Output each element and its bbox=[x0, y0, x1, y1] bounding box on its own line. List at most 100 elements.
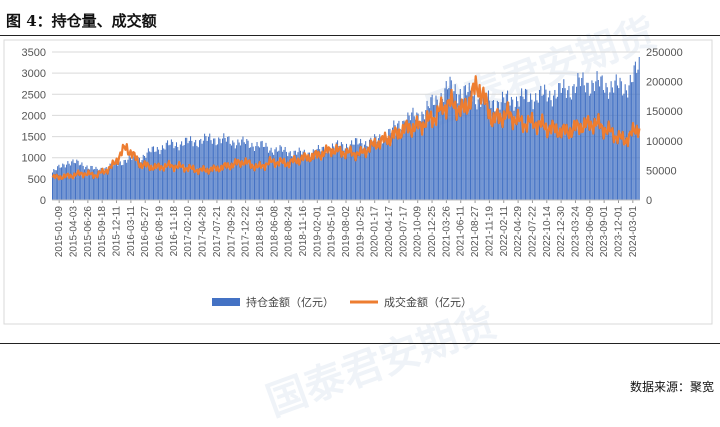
bar bbox=[545, 89, 547, 200]
bar bbox=[418, 123, 420, 200]
x-tick-label: 2022-04-29 bbox=[513, 206, 524, 258]
chart-frame bbox=[3, 39, 713, 325]
bar bbox=[384, 134, 386, 200]
bar bbox=[261, 140, 263, 200]
bar bbox=[554, 89, 556, 200]
bar bbox=[452, 93, 454, 200]
bar bbox=[366, 145, 368, 200]
bar bbox=[408, 115, 410, 200]
x-tick-label: 2019-05-10 bbox=[327, 206, 338, 258]
x-tick-label: 2024-03-01 bbox=[628, 206, 639, 258]
x-tick-label: 2017-07-21 bbox=[212, 206, 223, 258]
x-tick-label: 2023-06-09 bbox=[585, 206, 596, 258]
bar bbox=[454, 84, 456, 200]
x-tick-label: 2020-04-17 bbox=[384, 206, 395, 258]
bar bbox=[278, 150, 280, 200]
bar bbox=[335, 142, 337, 200]
bar bbox=[62, 163, 64, 200]
bar bbox=[509, 105, 511, 200]
x-tick-label: 2016-03-11 bbox=[126, 206, 137, 257]
bar bbox=[436, 99, 438, 200]
bar bbox=[100, 167, 102, 200]
bar bbox=[257, 146, 259, 200]
bar bbox=[625, 90, 627, 200]
bar bbox=[182, 145, 184, 200]
bar bbox=[329, 153, 331, 200]
bar bbox=[512, 99, 514, 200]
bar bbox=[291, 156, 293, 200]
bar bbox=[486, 96, 488, 200]
bar bbox=[523, 99, 525, 200]
bar bbox=[466, 95, 468, 200]
bar bbox=[53, 169, 55, 200]
bar bbox=[237, 139, 239, 200]
bar bbox=[243, 142, 245, 200]
bar bbox=[464, 85, 466, 200]
bar bbox=[430, 97, 432, 200]
bar bbox=[151, 146, 153, 200]
x-tick-label: 2020-01-17 bbox=[370, 206, 381, 258]
bar bbox=[122, 164, 124, 200]
bar bbox=[118, 162, 120, 200]
x-tick-label: 2019-02-01 bbox=[312, 206, 323, 258]
bar bbox=[472, 96, 474, 200]
bar bbox=[504, 102, 506, 200]
bar bbox=[149, 151, 151, 200]
bar bbox=[371, 142, 373, 200]
bar bbox=[164, 149, 166, 200]
bar bbox=[163, 148, 165, 200]
legend: 持仓金额（亿元） 成交金额（亿元） bbox=[212, 295, 472, 309]
bar bbox=[179, 144, 181, 200]
data-source: 数据来源：聚宽 bbox=[629, 380, 714, 394]
bar bbox=[558, 83, 560, 200]
bar bbox=[284, 146, 286, 200]
bar bbox=[52, 172, 54, 200]
x-tick-label: 2016-11-18 bbox=[169, 206, 180, 257]
bar bbox=[321, 146, 323, 200]
left-tick-label: 1500 bbox=[22, 132, 46, 144]
right-tick-label: 100000 bbox=[646, 136, 683, 148]
bar bbox=[348, 150, 350, 200]
bar bbox=[427, 106, 429, 200]
right-tick-label: 250000 bbox=[646, 47, 683, 59]
left-tick-label: 2000 bbox=[22, 110, 46, 122]
bar bbox=[351, 140, 353, 200]
bar bbox=[526, 89, 528, 200]
bar bbox=[54, 170, 56, 200]
bar bbox=[423, 119, 425, 200]
bar bbox=[138, 157, 140, 200]
x-tick-label: 2018-11-16 bbox=[298, 206, 309, 257]
x-tick-label: 2015-01-09 bbox=[54, 206, 65, 258]
bar bbox=[439, 102, 441, 200]
bar bbox=[96, 168, 98, 200]
bar bbox=[207, 136, 209, 200]
x-tick-label: 2019-10-25 bbox=[355, 206, 366, 258]
bar bbox=[275, 147, 277, 200]
right-tick-label: 50000 bbox=[646, 165, 677, 177]
x-tick-label: 2020-07-17 bbox=[398, 206, 409, 258]
x-tick-label: 2022-02-11 bbox=[499, 206, 510, 257]
bar bbox=[498, 102, 500, 200]
bar bbox=[73, 162, 75, 200]
bar bbox=[362, 148, 364, 200]
bar bbox=[537, 102, 539, 200]
bar bbox=[311, 155, 313, 200]
bar bbox=[110, 163, 112, 200]
bar bbox=[560, 92, 562, 200]
bar bbox=[475, 104, 477, 200]
chart: 3500 3000 2500 2000 1500 1000 500 0 250000 20000… bbox=[3, 39, 713, 325]
bar bbox=[443, 102, 445, 200]
bar bbox=[170, 139, 172, 200]
bar bbox=[565, 97, 567, 200]
bar bbox=[315, 153, 317, 200]
bar bbox=[446, 89, 449, 200]
left-tick-label: 0 bbox=[40, 195, 46, 207]
bar bbox=[412, 107, 414, 200]
bar bbox=[555, 98, 557, 200]
bar bbox=[191, 140, 193, 200]
bar bbox=[67, 161, 69, 200]
bar bbox=[400, 129, 402, 200]
bar bbox=[610, 81, 612, 200]
bar bbox=[287, 156, 289, 200]
bar bbox=[283, 149, 285, 200]
